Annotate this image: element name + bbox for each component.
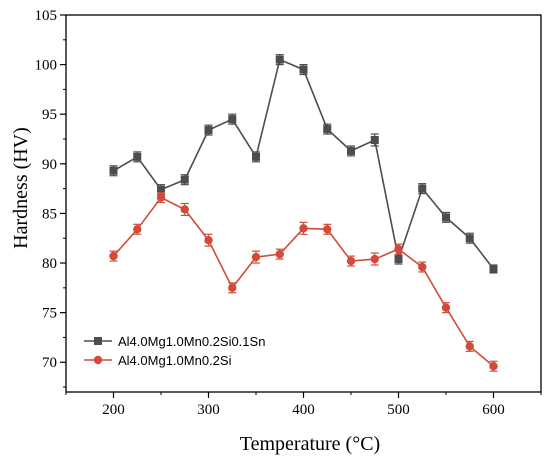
data-point bbox=[133, 152, 142, 161]
data-point bbox=[347, 146, 355, 155]
data-point bbox=[323, 225, 332, 234]
y-tick-label: 105 bbox=[35, 8, 58, 24]
data-point bbox=[346, 256, 356, 266]
data-point bbox=[275, 55, 284, 64]
x-tick-label: 300 bbox=[197, 402, 220, 418]
data-point bbox=[251, 252, 261, 262]
y-tick-label: 95 bbox=[42, 107, 57, 123]
legend-item: Al4.0Mg1.0Mn0.2Si bbox=[84, 353, 232, 368]
y-tick-label: 100 bbox=[35, 58, 58, 74]
axes-layer: 200 300 400 500 600 70 75 80 85 90 95 100 105 bbox=[35, 8, 542, 418]
legend-marker bbox=[94, 337, 102, 345]
data-point bbox=[109, 251, 118, 261]
legend-label: Al4.0Mg1.0Mn0.2Si bbox=[118, 353, 232, 368]
data-point bbox=[465, 234, 474, 243]
data-point bbox=[157, 185, 165, 194]
data-point bbox=[204, 236, 213, 245]
legend-item: Al4.0Mg1.0Mn0.2Si0.1Sn bbox=[84, 334, 265, 349]
x-axis-title: Temperature (°C) bbox=[240, 433, 380, 455]
series-2 bbox=[109, 191, 498, 372]
y-axis-title: Hardness (HV) bbox=[10, 127, 32, 249]
data-point bbox=[370, 136, 379, 145]
x-tick-label: 400 bbox=[292, 402, 315, 418]
data-point bbox=[252, 152, 260, 161]
data-point bbox=[489, 362, 498, 371]
y-tick-label: 75 bbox=[42, 306, 57, 322]
data-point bbox=[323, 125, 332, 134]
data-point bbox=[394, 244, 403, 254]
data-point bbox=[275, 249, 284, 259]
legend-marker bbox=[93, 355, 103, 365]
data-point bbox=[180, 205, 189, 214]
y-tick-label: 80 bbox=[42, 256, 57, 272]
series-line bbox=[113, 58, 495, 270]
data-point bbox=[156, 193, 166, 202]
series-layer bbox=[109, 54, 498, 372]
data-point bbox=[442, 213, 450, 222]
y-tick-label: 90 bbox=[42, 157, 57, 173]
data-point bbox=[465, 342, 474, 351]
data-point bbox=[180, 175, 189, 184]
data-point bbox=[418, 184, 427, 193]
data-point bbox=[228, 115, 237, 124]
data-point bbox=[204, 126, 213, 135]
y-tick-label: 85 bbox=[42, 206, 57, 222]
series-1 bbox=[109, 54, 498, 274]
data-point bbox=[299, 65, 308, 74]
data-point bbox=[489, 264, 498, 273]
data-point bbox=[441, 303, 451, 312]
y-tick-label: 70 bbox=[42, 355, 57, 371]
legend-label: Al4.0Mg1.0Mn0.2Si0.1Sn bbox=[118, 334, 265, 349]
x-tick-label: 500 bbox=[387, 402, 410, 418]
data-point bbox=[109, 166, 118, 175]
data-point bbox=[418, 262, 427, 272]
data-point bbox=[370, 254, 379, 264]
legend-layer: Al4.0Mg1.0Mn0.2Si0.1Sn Al4.0Mg1.0Mn0.2Si bbox=[84, 334, 265, 368]
x-tick-label: 200 bbox=[102, 402, 125, 418]
data-point bbox=[299, 224, 308, 233]
data-point bbox=[133, 225, 142, 234]
x-tick-label: 600 bbox=[482, 402, 505, 418]
data-point bbox=[394, 255, 403, 264]
data-point bbox=[228, 283, 237, 293]
